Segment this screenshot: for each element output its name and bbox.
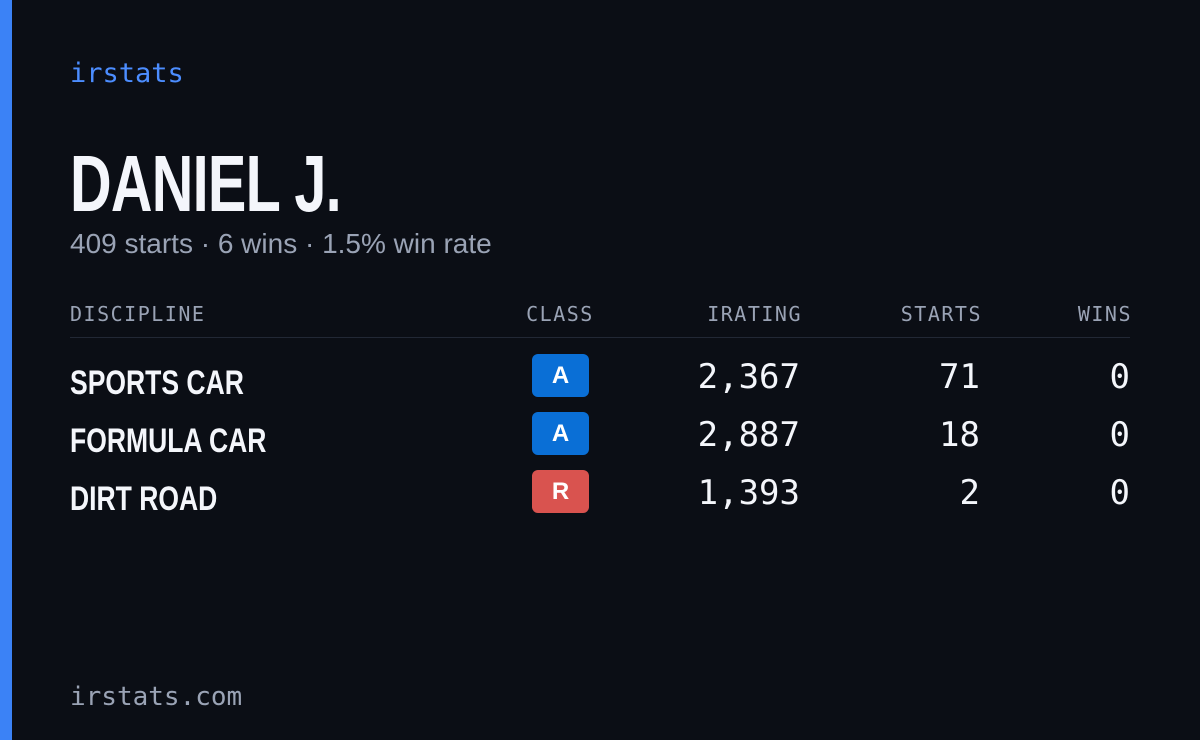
accent-bar [0, 0, 12, 740]
class-badge: A [532, 412, 589, 455]
driver-name: DANIEL J. [70, 139, 342, 228]
class-badge: R [532, 470, 589, 513]
footer-url: irstats.com [70, 682, 243, 712]
starts: 71 [939, 357, 980, 397]
column-header: DISCIPLINE [70, 302, 206, 326]
starts: 18 [939, 415, 980, 455]
column-header: STARTS [900, 302, 982, 326]
class-badge: A [532, 354, 589, 397]
brand: irstats [70, 58, 184, 89]
discipline: SPORTS CAR [70, 364, 244, 402]
irating: 1,393 [697, 473, 800, 513]
wins: 0 [1109, 473, 1130, 513]
discipline: DIRT ROAD [70, 480, 218, 518]
wins: 0 [1109, 357, 1130, 397]
discipline: FORMULA CAR [70, 422, 267, 460]
header-rule [70, 337, 1130, 338]
column-header: CLASS [526, 302, 594, 326]
wins: 0 [1109, 415, 1130, 455]
column-header: IRATING [707, 302, 802, 326]
starts: 2 [959, 473, 980, 513]
driver-summary: 409 starts · 6 wins · 1.5% win rate [70, 228, 492, 259]
irating: 2,367 [697, 357, 800, 397]
column-header: WINS [1077, 302, 1132, 326]
irating: 2,887 [697, 415, 800, 455]
